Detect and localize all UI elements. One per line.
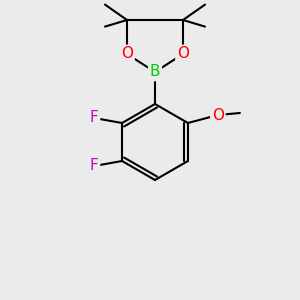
Text: O: O: [121, 46, 133, 62]
Text: F: F: [90, 110, 98, 125]
Text: B: B: [150, 64, 160, 80]
Text: O: O: [177, 46, 189, 62]
Text: F: F: [90, 158, 98, 173]
Text: O: O: [212, 107, 224, 122]
